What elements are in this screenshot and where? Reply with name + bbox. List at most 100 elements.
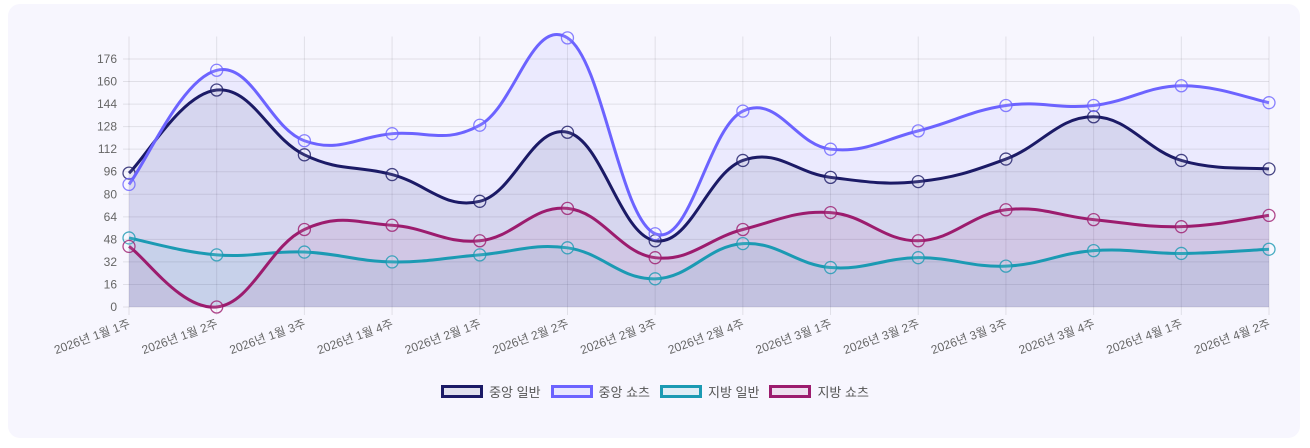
x-tick-label: 2026년 2월 2주 [491, 317, 571, 357]
y-tick-label: 32 [104, 255, 118, 269]
data-point[interactable] [210, 248, 224, 262]
x-tick-label: 2026년 2월 3주 [578, 317, 658, 357]
legend-label: 지방 일반 [708, 385, 760, 400]
x-tick-label: 2026년 2월 1주 [403, 317, 483, 357]
x-tick-label: 2026년 2월 4주 [666, 317, 746, 357]
y-tick-label: 160 [97, 75, 117, 89]
series-line [127, 33, 1270, 237]
x-tick-label: 2026년 3월 2주 [841, 317, 921, 357]
data-point[interactable] [210, 300, 224, 314]
data-point[interactable] [385, 255, 399, 269]
legend-label: 중앙 쇼츠 [598, 385, 650, 400]
y-tick-label: 16 [104, 277, 118, 291]
legend-swatch [550, 385, 593, 398]
data-point[interactable] [823, 170, 838, 185]
data-point[interactable] [473, 118, 487, 132]
series-area [129, 34, 1269, 308]
data-point[interactable] [911, 174, 925, 189]
data-point[interactable] [297, 134, 312, 148]
data-point[interactable] [385, 127, 399, 141]
data-point[interactable] [1086, 98, 1101, 113]
data-point[interactable] [999, 152, 1013, 166]
data-point[interactable] [648, 227, 662, 241]
data-point[interactable] [560, 201, 575, 216]
y-tick-label: 48 [104, 232, 118, 246]
y-tick-label: 96 [104, 165, 118, 179]
data-point[interactable] [1174, 79, 1188, 93]
data-point[interactable] [736, 236, 750, 251]
data-point[interactable] [1086, 110, 1101, 124]
data-point[interactable] [1086, 243, 1101, 258]
legend-item[interactable]: 중앙 일반 [441, 382, 541, 401]
x-tick-label: 2026년 1월 4주 [315, 317, 395, 357]
data-point[interactable] [1262, 208, 1276, 223]
data-point[interactable] [210, 83, 224, 97]
x-tick-label: 2026년 3월 3주 [929, 317, 1009, 357]
data-point[interactable] [823, 142, 838, 156]
data-point[interactable] [1174, 246, 1188, 261]
data-point[interactable] [911, 234, 925, 248]
y-tick-label: 128 [97, 120, 117, 134]
x-tick-label: 2026년 3월 4주 [1017, 317, 1097, 357]
data-point[interactable] [473, 234, 487, 248]
data-point[interactable] [736, 222, 750, 237]
data-point[interactable] [297, 222, 312, 237]
x-tick-label: 2026년 3월 1주 [754, 317, 834, 357]
data-point[interactable] [1262, 162, 1276, 176]
x-tick-label: 2026년 1월 3주 [228, 317, 308, 357]
legend-swatch [769, 385, 812, 398]
series-area [129, 237, 1269, 307]
data-point[interactable] [297, 148, 312, 162]
x-tick-label: 2026년 1월 1주 [52, 317, 132, 357]
data-point[interactable] [999, 203, 1013, 217]
y-tick-label: 80 [104, 187, 118, 201]
data-point[interactable] [122, 177, 136, 192]
legend: 중앙 일반 중앙 쇼츠 지방 일반 지방 쇼츠 [0, 382, 1310, 401]
series-line [128, 206, 1270, 309]
y-tick-label: 144 [97, 97, 117, 111]
chart-card [8, 4, 1300, 438]
data-point[interactable] [911, 124, 925, 138]
data-point[interactable] [823, 205, 838, 220]
data-point[interactable] [385, 167, 399, 182]
data-point[interactable] [1174, 220, 1188, 234]
data-point[interactable] [999, 259, 1013, 273]
data-point[interactable] [122, 239, 136, 254]
data-point[interactable] [1174, 153, 1188, 168]
legend-item[interactable]: 지방 일반 [660, 382, 759, 401]
legend-swatch [660, 385, 702, 398]
series-area [129, 89, 1269, 307]
x-tick-label: 2026년 4월 2주 [1192, 317, 1272, 357]
data-point[interactable] [560, 241, 575, 255]
data-point[interactable] [560, 125, 575, 139]
series-area [129, 208, 1269, 308]
data-point[interactable] [385, 218, 399, 232]
data-point[interactable] [1262, 96, 1276, 110]
data-point[interactable] [210, 63, 224, 77]
data-point[interactable] [648, 272, 662, 286]
legend-label: 지방 쇼츠 [817, 385, 869, 400]
data-point[interactable] [1262, 242, 1276, 256]
x-tick-label: 2026년 4월 1주 [1105, 317, 1185, 357]
series-line [127, 88, 1270, 243]
data-point[interactable] [560, 31, 575, 45]
data-point[interactable] [911, 251, 925, 265]
y-tick-label: 0 [110, 300, 117, 314]
data-point[interactable] [736, 153, 750, 168]
data-point[interactable] [823, 260, 838, 275]
data-point[interactable] [736, 104, 750, 118]
data-point[interactable] [648, 251, 662, 265]
data-point[interactable] [297, 245, 312, 259]
data-point[interactable] [473, 248, 487, 262]
legend-label: 중앙 일반 [489, 385, 541, 400]
data-point[interactable] [473, 194, 487, 208]
legend-swatch [441, 385, 484, 398]
y-tick-label: 176 [97, 52, 117, 66]
legend-item[interactable]: 지방 쇼츠 [769, 382, 869, 401]
data-point[interactable] [1086, 212, 1101, 227]
series-line [128, 236, 1270, 281]
y-tick-label: 112 [98, 142, 117, 156]
legend-item[interactable]: 중앙 쇼츠 [550, 382, 650, 401]
data-point[interactable] [999, 98, 1013, 113]
